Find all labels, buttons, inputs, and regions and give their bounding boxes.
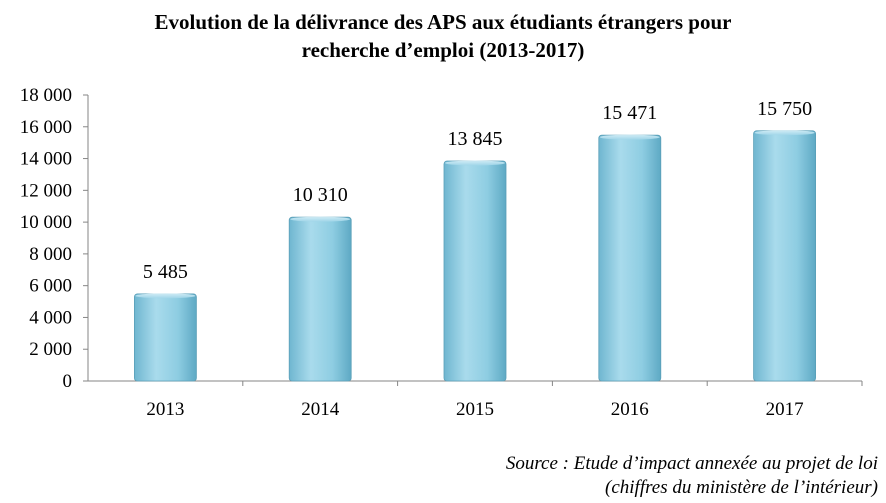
bar-top-highlight	[599, 134, 660, 140]
bar-2014	[288, 216, 352, 382]
data-label: 15 750	[757, 98, 812, 120]
bar-top-highlight	[754, 130, 815, 136]
bar-body	[443, 160, 507, 382]
data-label: 13 845	[448, 128, 503, 150]
y-tick-label: 8 000	[29, 244, 72, 265]
x-tick-label: 2013	[146, 399, 184, 420]
x-tick-label: 2015	[456, 399, 494, 420]
chart-title: Evolution de la délivrance des APS aux é…	[0, 8, 886, 64]
chart-title-line-2: recherche d’emploi (2013-2017)	[301, 38, 585, 62]
y-tick-label: 6 000	[29, 276, 72, 297]
bar-body	[753, 130, 816, 382]
y-tick-label: 16 000	[20, 117, 72, 138]
y-tick-label: 18 000	[20, 85, 72, 106]
data-label: 10 310	[293, 184, 348, 206]
y-tick-label: 12 000	[20, 180, 72, 201]
y-tick-label: 4 000	[29, 307, 72, 328]
bar-2016	[598, 134, 662, 382]
bars	[133, 130, 816, 382]
bar-2017	[753, 130, 816, 382]
bar-top-highlight	[445, 160, 505, 166]
x-tick-label: 2017	[766, 399, 804, 420]
y-tick-label: 0	[63, 371, 73, 392]
source-line-1: Source : Etude d’impact annexée au proje…	[505, 453, 878, 474]
bar-2015	[443, 160, 507, 382]
labels: 0 2 000 4 000 6 000 8 000 10 000 12 000 14 000 1…	[20, 85, 812, 420]
x-tick-label: 2014	[301, 399, 340, 420]
chart-title-line-1: Evolution de la délivrance des APS aux é…	[154, 10, 732, 34]
bar-top-highlight	[290, 216, 351, 222]
y-tick-label: 14 000	[20, 149, 72, 170]
source-note: Source : Etude d’impact annexée au proje…	[506, 452, 878, 500]
data-label: 5 485	[143, 261, 188, 283]
bar-body	[288, 216, 352, 382]
bar-top-highlight	[135, 293, 196, 299]
y-tick-label: 2 000	[29, 339, 72, 360]
data-label: 15 471	[602, 102, 657, 124]
bar-2013	[133, 293, 197, 382]
source-line-2: (chiffres du ministère de l’intérieur)	[605, 477, 878, 498]
y-tick-label: 10 000	[20, 212, 72, 233]
x-tick-label: 2016	[611, 399, 649, 420]
bar-body	[598, 134, 662, 382]
bar-body	[133, 293, 197, 382]
